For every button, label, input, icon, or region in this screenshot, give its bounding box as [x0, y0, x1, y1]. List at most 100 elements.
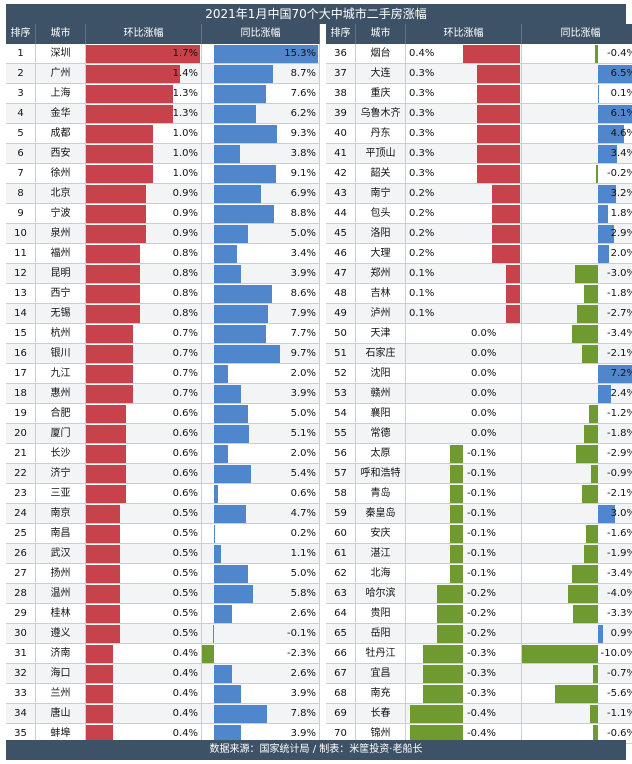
- mom-bar: [86, 545, 120, 563]
- mom-bar: [491, 225, 520, 243]
- city-cell: 合肥: [36, 404, 86, 424]
- yoy-bar: [589, 705, 598, 723]
- yoy-value: 4.7%: [290, 508, 316, 519]
- yoy-cell: 6.9%: [202, 184, 320, 204]
- rank-cell: 17: [6, 364, 36, 384]
- mom-cell: -0.2%: [406, 584, 522, 604]
- city-cell: 烟台: [356, 44, 406, 64]
- city-cell: 常德: [356, 424, 406, 444]
- rank-cell: 69: [326, 704, 356, 724]
- city-cell: 南京: [36, 504, 86, 524]
- mom-value: -0.1%: [467, 448, 497, 459]
- yoy-value: -3.3%: [606, 608, 632, 619]
- city-cell: 徐州: [36, 164, 86, 184]
- yoy-value: 3.9%: [290, 268, 316, 279]
- mom-cell: 0.5%: [86, 584, 202, 604]
- mom-bar: [477, 105, 520, 123]
- yoy-cell: -2.9%: [522, 444, 632, 464]
- mom-cell: 0.9%: [86, 204, 202, 224]
- yoy-cell: 6.1%: [522, 104, 632, 124]
- mom-cell: 0.6%: [86, 464, 202, 484]
- city-cell: 南充: [356, 684, 406, 704]
- yoy-cell: 5.1%: [202, 424, 320, 444]
- mom-bar: [86, 485, 127, 503]
- city-cell: 南宁: [356, 184, 406, 204]
- yoy-value: 7.6%: [290, 88, 316, 99]
- yoy-bar: [594, 45, 598, 63]
- mom-value: 0.5%: [172, 568, 198, 579]
- yoy-bar: [572, 325, 598, 343]
- mom-bar: [449, 545, 463, 563]
- yoy-value: 6.5%: [610, 68, 632, 79]
- yoy-bar: [598, 505, 615, 523]
- mom-value: -0.1%: [467, 468, 497, 479]
- city-cell: 北海: [356, 564, 406, 584]
- mom-cell: -0.1%: [406, 484, 522, 504]
- yoy-cell: -0.9%: [522, 464, 632, 484]
- yoy-value: 9.1%: [290, 168, 316, 179]
- mom-value: -0.4%: [467, 728, 497, 739]
- yoy-bar: [214, 725, 241, 743]
- city-cell: 济南: [36, 644, 86, 664]
- rank-cell: 54: [326, 404, 356, 424]
- city-cell: 桂林: [36, 604, 86, 624]
- rank-cell: 51: [326, 344, 356, 364]
- yoy-bar: [598, 385, 612, 403]
- mom-cell: -0.1%: [406, 444, 522, 464]
- rank-cell: 65: [326, 624, 356, 644]
- city-cell: 郑州: [356, 264, 406, 284]
- mom-bar: [505, 285, 520, 303]
- yoy-value: -0.6%: [606, 728, 632, 739]
- mom-cell: 0.8%: [86, 284, 202, 304]
- yoy-bar: [214, 185, 261, 203]
- yoy-value: -1.8%: [606, 288, 632, 299]
- city-cell: 银川: [36, 344, 86, 364]
- yoy-cell: 3.0%: [522, 504, 632, 524]
- yoy-value: 6.9%: [290, 188, 316, 199]
- rank-cell: 31: [6, 644, 36, 664]
- yoy-bar: [598, 125, 624, 143]
- mom-bar: [86, 405, 127, 423]
- yoy-cell: 6.2%: [202, 104, 320, 124]
- yoy-value: 3.8%: [290, 148, 316, 159]
- yoy-cell: -2.7%: [522, 304, 632, 324]
- mom-value: 0.5%: [172, 508, 198, 519]
- city-cell: 吉林: [356, 284, 406, 304]
- mom-bar: [86, 465, 127, 483]
- city-cell: 秦皇岛: [356, 504, 406, 524]
- rank-cell: 49: [326, 304, 356, 324]
- rank-cell: 4: [6, 104, 36, 124]
- mom-value: 0.9%: [172, 188, 198, 199]
- rank-cell: 22: [6, 464, 36, 484]
- city-cell: 石家庄: [356, 344, 406, 364]
- yoy-value: -0.1%: [286, 628, 316, 639]
- yoy-cell: -0.1%: [202, 624, 320, 644]
- mom-value: 0.0%: [471, 388, 497, 399]
- mom-bar: [86, 165, 154, 183]
- city-cell: 厦门: [36, 424, 86, 444]
- mom-cell: 1.0%: [86, 144, 202, 164]
- yoy-bar: [572, 605, 598, 623]
- yoy-cell: -4.0%: [522, 584, 632, 604]
- mom-bar: [491, 205, 520, 223]
- yoy-cell: -0.4%: [522, 44, 632, 64]
- yoy-value: -4.0%: [606, 588, 632, 599]
- yoy-value: -0.4%: [606, 48, 632, 59]
- mom-cell: 0.2%: [406, 244, 522, 264]
- rank-cell: 61: [326, 544, 356, 564]
- mom-bar: [86, 425, 127, 443]
- mom-value: 0.1%: [409, 268, 435, 279]
- yoy-bar: [213, 625, 214, 643]
- header-mom: 环比涨幅: [86, 24, 202, 44]
- mom-bar: [436, 585, 463, 603]
- mom-value: 0.8%: [172, 248, 198, 259]
- yoy-cell: 9.1%: [202, 164, 320, 184]
- yoy-bar: [588, 405, 598, 423]
- rank-cell: 12: [6, 264, 36, 284]
- rank-cell: 48: [326, 284, 356, 304]
- yoy-cell: 2.9%: [522, 224, 632, 244]
- yoy-bar: [214, 465, 251, 483]
- mom-value: -0.4%: [467, 708, 497, 719]
- city-cell: 泉州: [36, 224, 86, 244]
- mom-value: 0.3%: [409, 128, 435, 139]
